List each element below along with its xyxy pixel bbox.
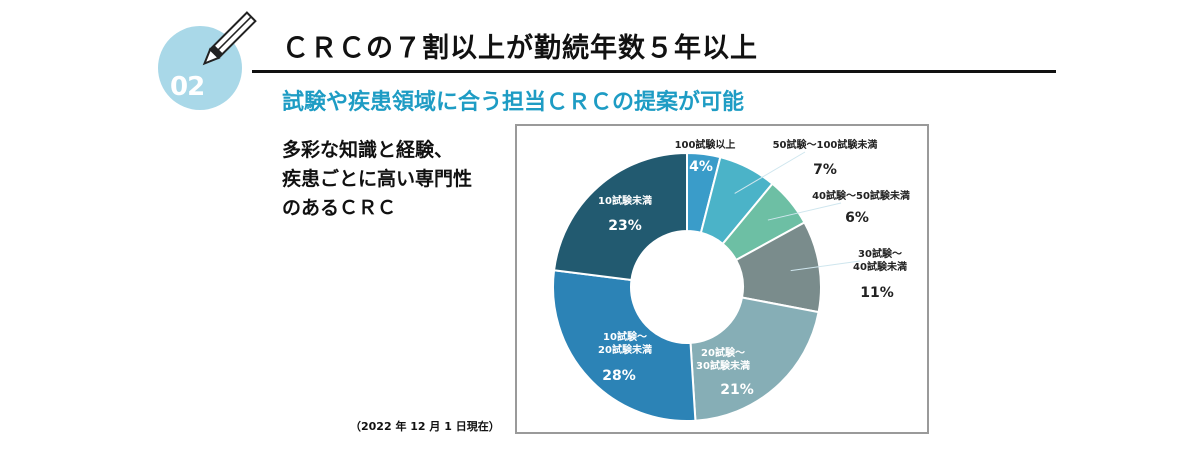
slice-name-label: 10試験未満 bbox=[598, 194, 652, 207]
slice-percent-label: 7% bbox=[813, 162, 837, 178]
section-number: 02 bbox=[170, 72, 205, 102]
slice-percent-label: 28% bbox=[602, 368, 636, 384]
slice-percent-label: 4% bbox=[689, 159, 713, 175]
donut-slice bbox=[689, 296, 820, 422]
donut-slice bbox=[552, 269, 697, 422]
slice-percent-label: 21% bbox=[720, 382, 754, 398]
title-divider bbox=[252, 70, 1056, 73]
label-leader-line bbox=[767, 202, 842, 221]
donut-chart: 100試験以上 4% 50試験～100試験未満 7% 40試験～50試験未満 6% 30試験… bbox=[552, 138, 910, 422]
description-line: 疾患ごとに高い専門性 bbox=[282, 168, 473, 190]
slice-name-label: 40試験～50試験未満 bbox=[812, 189, 910, 202]
date-note: （2022 年 12 月 1 日現在） bbox=[350, 420, 500, 433]
pen-icon bbox=[202, 11, 257, 66]
label-leader-line bbox=[790, 260, 861, 272]
slice-name-label: 100試験以上 bbox=[675, 138, 736, 151]
label-leader-line bbox=[734, 151, 806, 194]
description-line: のあるＣＲＣ bbox=[282, 197, 397, 219]
slice-name-label: 30試験～ 40試験未満 bbox=[853, 247, 907, 273]
slice-name-label: 10試験～ 20試験未満 bbox=[598, 330, 652, 356]
slice-percent-label: 11% bbox=[860, 285, 894, 301]
page-title: ＣＲＣの７割以上が勤続年数５年以上 bbox=[282, 33, 758, 64]
description: 多彩な知識と経験、 疾患ごとに高い専門性 のあるＣＲＣ bbox=[282, 136, 472, 223]
slice-name-label: 50試験～100試験未満 bbox=[773, 138, 878, 151]
donut-slice bbox=[552, 151, 688, 282]
slice-percent-label: 23% bbox=[608, 218, 642, 234]
description-line: 多彩な知識と経験、 bbox=[282, 139, 454, 161]
slice-name-label: 20試験～ 30試験未満 bbox=[696, 346, 750, 372]
page-subtitle: 試験や疾患領域に合う担当ＣＲＣの提案が可能 bbox=[282, 90, 745, 115]
slice-percent-label: 6% bbox=[845, 210, 869, 226]
